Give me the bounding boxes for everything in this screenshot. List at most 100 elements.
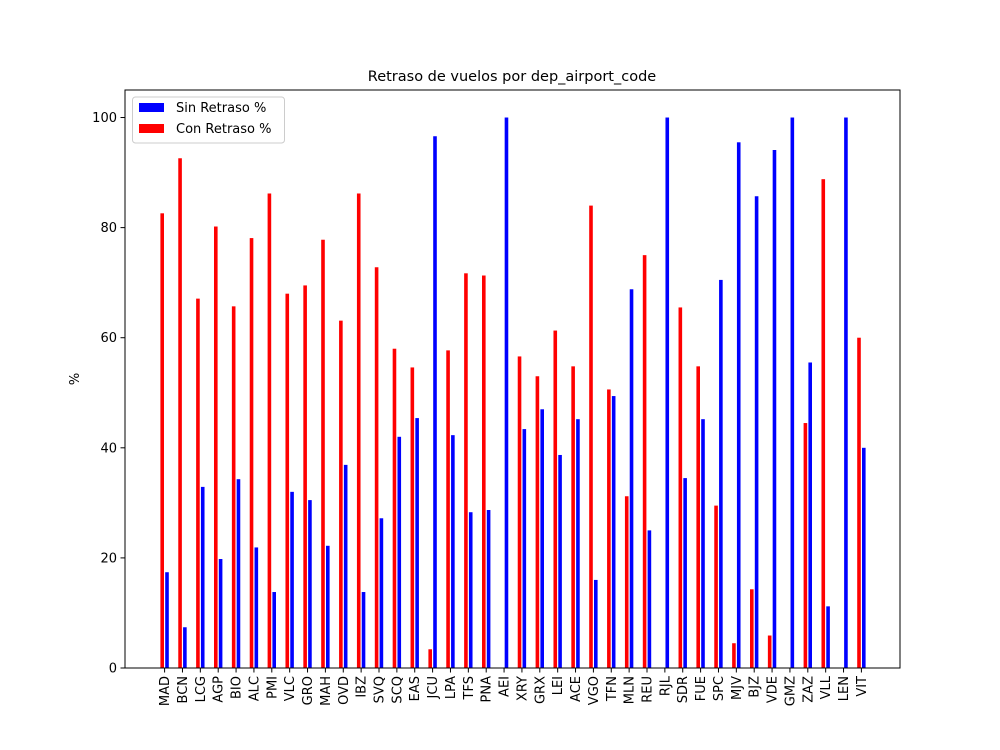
x-tick-label-eas: EAS — [408, 676, 423, 701]
bar-sin-retraso-vit — [862, 447, 866, 668]
bar-sin-retraso-alc — [254, 547, 259, 668]
x-tick-label-pmi: PMI — [265, 676, 280, 699]
x-tick-label-vde: VDE — [766, 676, 781, 703]
x-tick-label-tfn: TFN — [605, 676, 620, 702]
bar-sin-retraso-vll — [826, 606, 830, 668]
legend-box — [132, 96, 285, 144]
bar-con-retraso-scq — [392, 348, 397, 668]
bar-con-retraso-spc — [714, 505, 718, 668]
chart-title: Retraso de vuelos por dep_airport_code — [368, 69, 657, 85]
bar-sin-retraso-grx — [540, 409, 544, 668]
bar-con-retraso-grx — [535, 376, 540, 668]
bar-con-retraso-jcu — [428, 649, 432, 668]
bar-sin-retraso-vlc — [290, 491, 294, 668]
y-ticks-group: 0 20 40 60 80 100 — [92, 111, 125, 677]
x-tick-label-vit: VIT — [855, 676, 870, 697]
x-tick-label-grx: GRX — [533, 676, 548, 704]
bar-sin-retraso-gmz — [790, 117, 795, 668]
x-tick-label-mah: MAH — [319, 676, 334, 706]
bar-con-retraso-xry — [517, 356, 522, 668]
bar-sin-retraso-bcn — [183, 627, 187, 668]
x-tick-label-lei: LEI — [551, 676, 566, 695]
bar-con-retraso-sdr — [678, 307, 683, 668]
bar-con-retraso-mah — [321, 239, 325, 669]
y-tick-label: 60 — [100, 331, 117, 346]
x-tick-label-lcg: LCG — [194, 676, 209, 702]
bar-sin-retraso-lcg — [200, 486, 205, 668]
bar-con-retraso-mjv — [732, 643, 736, 668]
x-tick-label-alc: ALC — [247, 676, 262, 701]
bar-con-retraso-vde — [767, 635, 772, 668]
bar-con-retraso-mad — [160, 213, 164, 668]
y-tick-label: 80 — [100, 221, 117, 236]
x-tick-label-pna: PNA — [480, 676, 495, 703]
bar-sin-retraso-aei — [504, 117, 509, 668]
bar-sin-retraso-vde — [772, 150, 777, 668]
bar-sin-retraso-mad — [165, 572, 169, 668]
bar-con-retraso-tfs — [464, 273, 468, 668]
bar-con-retraso-zaz — [803, 423, 808, 668]
bar-con-retraso-ovd — [339, 320, 343, 668]
bar-sin-retraso-gro — [308, 500, 312, 668]
bar-con-retraso-mln — [624, 496, 629, 668]
bar-sin-retraso-zaz — [808, 362, 812, 668]
bar-con-retraso-pna — [482, 275, 486, 668]
x-tick-label-lpa: LPA — [444, 676, 459, 699]
x-tick-label-agp: AGP — [212, 676, 227, 703]
bar-con-retraso-vit — [857, 337, 861, 668]
bar-con-retraso-bcn — [178, 158, 182, 668]
bar-sin-retraso-tfn — [611, 396, 616, 668]
bar-sin-retraso-mjv — [736, 142, 741, 669]
y-tick-label: 20 — [100, 551, 117, 566]
bar-sin-retraso-jcu — [433, 136, 437, 669]
legend-label-con-retraso: Con Retraso % — [176, 122, 271, 137]
x-tick-label-vlc: VLC — [283, 676, 298, 701]
bar-con-retraso-ibz — [356, 193, 361, 669]
bar-sin-retraso-xry — [522, 429, 527, 668]
bar-con-retraso-lcg — [196, 298, 200, 668]
x-tick-label-xry: XRY — [515, 676, 530, 701]
x-tick-label-mln: MLN — [623, 676, 638, 704]
bar-con-retraso-lei — [553, 330, 558, 668]
bar-con-retraso-fue — [696, 366, 700, 668]
bar-sin-retraso-sdr — [683, 478, 687, 668]
x-tick-label-sdr: SDR — [676, 676, 691, 703]
y-tick-label: 0 — [109, 662, 117, 677]
x-tick-label-ace: ACE — [569, 676, 584, 702]
x-tick-label-fue: FUE — [694, 676, 709, 701]
x-tick-label-len: LEN — [837, 676, 852, 701]
legend-swatch-con-retraso — [139, 124, 164, 133]
legend-swatch-sin-retraso — [139, 103, 164, 112]
bar-con-retraso-svq — [374, 267, 379, 668]
legend: Sin Retraso % Con Retraso % — [132, 96, 285, 144]
legend-label-sin-retraso: Sin Retraso % — [176, 101, 266, 116]
bar-sin-retraso-lei — [558, 454, 562, 668]
y-tick-label: 100 — [92, 111, 117, 126]
bar-con-retraso-vll — [821, 179, 826, 668]
x-tick-label-svq: SVQ — [373, 676, 388, 703]
x-tick-label-ovd: OVD — [337, 676, 352, 705]
bar-sin-retraso-bjz — [754, 196, 759, 669]
bar-sin-retraso-ace — [576, 419, 580, 668]
bar-con-retraso-tfn — [607, 389, 611, 668]
x-tick-label-vll: VLL — [819, 675, 834, 699]
x-tick-label-bjz: BJZ — [748, 676, 763, 698]
x-tick-label-tfs: TFS — [462, 676, 477, 700]
x-tick-label-reu: REU — [641, 676, 656, 703]
y-axis-label: % — [68, 373, 83, 385]
bar-con-retraso-agp — [214, 226, 218, 668]
x-tick-label-bcn: BCN — [176, 676, 191, 704]
bar-sin-retraso-bio — [236, 479, 241, 668]
x-tick-label-gmz: GMZ — [783, 676, 798, 706]
x-tick-label-scq: SCQ — [390, 676, 405, 704]
bar-sin-retraso-fue — [701, 419, 705, 668]
y-tick-label: 40 — [100, 441, 117, 456]
bar-sin-retraso-vgo — [594, 579, 598, 668]
x-ticks-group: MAD BCN LCG AGP BIO ALC PMI VLC GRO MAH OVD IBZ SVQ S… — [158, 668, 870, 706]
bar-sin-retraso-tfs — [468, 512, 473, 668]
bar-sin-retraso-pmi — [272, 592, 276, 668]
bar-sin-retraso-rjl — [665, 117, 670, 668]
bar-con-retraso-reu — [642, 255, 647, 668]
bar-con-retraso-vlc — [285, 293, 290, 668]
